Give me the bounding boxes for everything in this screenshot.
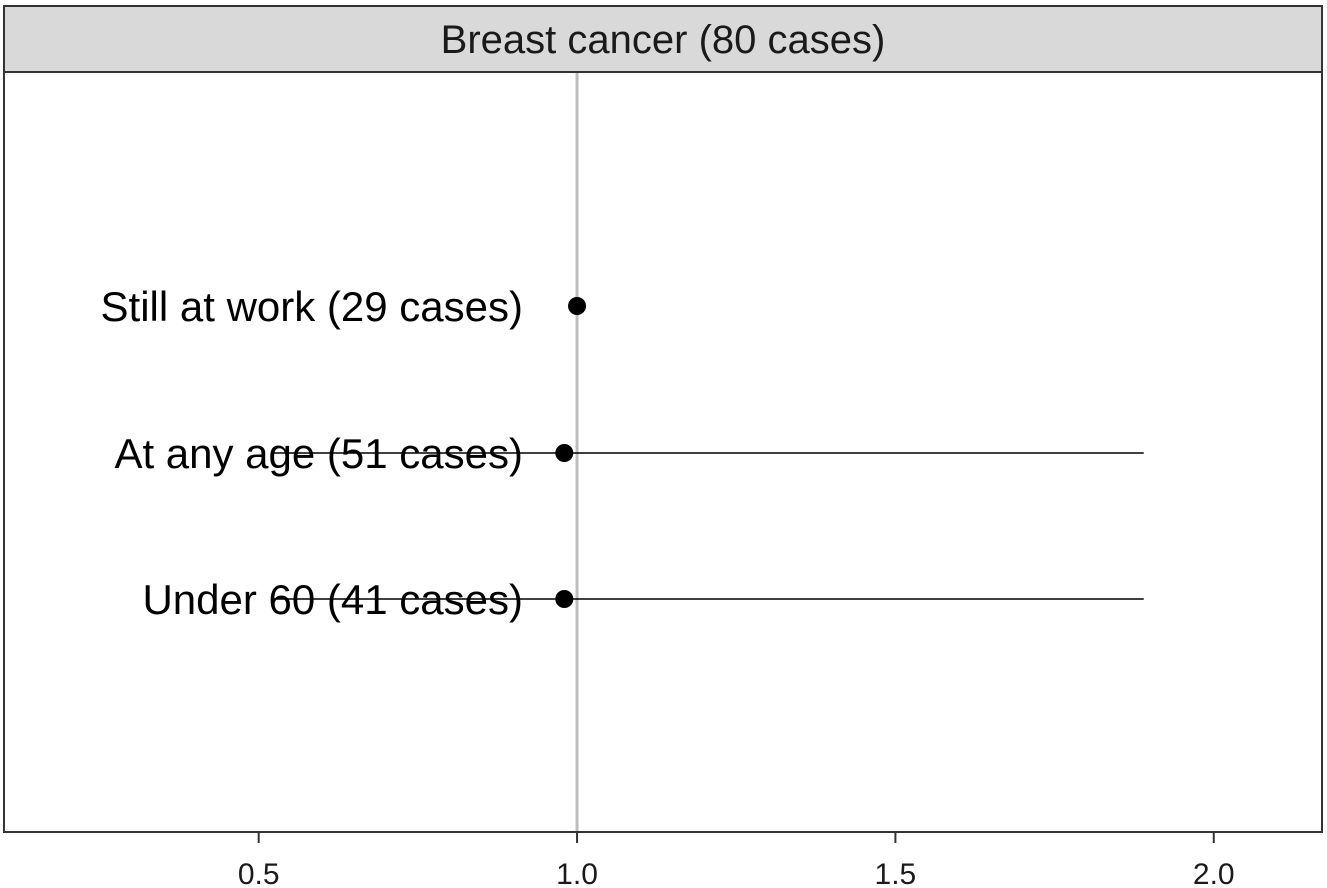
plot-panel — [3, 71, 1323, 833]
row-group: Still at work (29 cases)At any age (51 c… — [101, 283, 1144, 623]
x-tick-label: 0.5 — [238, 858, 280, 888]
point-estimate — [555, 444, 574, 462]
facet-strip-background — [3, 5, 1323, 73]
x-tick-label: 1.5 — [875, 858, 917, 888]
x-tick-label: 2.0 — [1193, 858, 1235, 888]
point-estimate — [555, 590, 574, 608]
chart-title: Breast cancer (80 cases) — [441, 18, 886, 62]
x-tick-label: 1.0 — [556, 858, 598, 888]
facet-strip: Breast cancer (80 cases) — [3, 5, 1323, 73]
row-label: Still at work (29 cases) — [101, 283, 523, 330]
x-axis: 0.5 1.0 1.5 2.0 — [238, 832, 1235, 888]
point-estimate — [568, 297, 587, 315]
